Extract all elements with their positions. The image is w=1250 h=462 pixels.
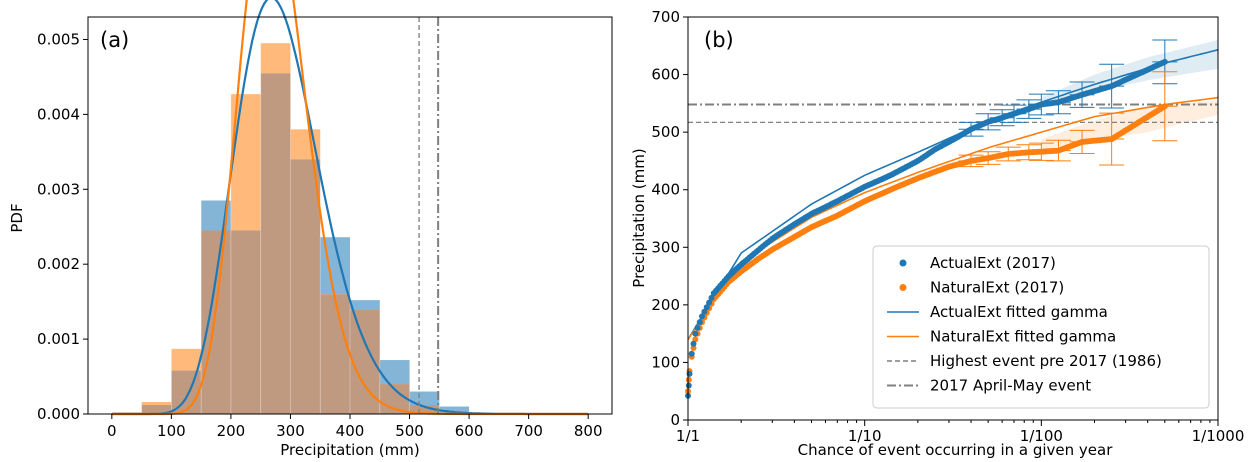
panel-a-label: (a): [100, 28, 129, 52]
x-tick-label: 800: [574, 422, 603, 440]
data-point-actual: [690, 340, 697, 347]
data-point-actual: [686, 370, 693, 377]
legend-box: [872, 245, 1210, 409]
legend-label: 2017 April-May event: [930, 377, 1091, 395]
panel-b-frame: [687, 16, 1219, 421]
x-tick-label: 1/10: [848, 427, 882, 445]
data-point-actual: [688, 350, 695, 357]
y-tick-label: 500: [651, 123, 680, 141]
y-tick-label: 0.002: [37, 255, 80, 273]
x-tick-label: 600: [455, 422, 484, 440]
panel-b: (b) Precipitation (mm) Chance of event o…: [630, 8, 1244, 459]
data-point-actual: [703, 304, 710, 311]
data-point-natural: [685, 376, 692, 383]
hist-bar-top: [171, 348, 202, 371]
legend-label: Highest event pre 2017 (1986): [930, 352, 1162, 370]
legend: ActualExt (2017) NaturalExt (2017) ActualE…: [872, 245, 1210, 409]
y-tick-label: 0.005: [37, 30, 80, 48]
data-point-actual: [701, 308, 708, 315]
legend-label: NaturalExt fitted gamma: [930, 328, 1116, 346]
hist-bar-top: [379, 360, 410, 385]
y-tick-label: 0.004: [37, 105, 80, 123]
data-point-actual: [692, 330, 699, 337]
legend-marker-actual: [899, 259, 907, 267]
x-tick-label: 500: [395, 422, 424, 440]
hist-bar-top: [439, 406, 470, 413]
hist-bar-overlap: [409, 405, 440, 414]
y-tick-label: 200: [651, 296, 680, 314]
legend-marker-natural: [899, 284, 907, 291]
panel-b-label: (b): [704, 28, 734, 52]
panel-a-y-axis-label: PDF: [8, 203, 26, 232]
y-tick-label: 0: [670, 411, 680, 429]
y-tick-label: 400: [651, 181, 680, 199]
y-tick-label: 0.000: [37, 405, 80, 423]
panel-a: (a) PDF Precipitation (mm) 0 100 200 300 400…: [8, 0, 613, 459]
hist-bar-overlap: [290, 159, 321, 414]
x-tick-label: 700: [514, 422, 543, 440]
data-point-actual: [708, 294, 715, 301]
x-tick-label: 300: [276, 422, 305, 440]
hist-bar-overlap: [201, 230, 231, 414]
legend-label: ActualExt fitted gamma: [930, 303, 1108, 321]
y-tick-label: 600: [651, 66, 680, 84]
data-point-actual: [696, 319, 703, 326]
panel-a-plot-area: 0 100 200 300 400 500 600 700 800 0.000 0.001 0.002…: [37, 0, 613, 440]
hist-bar-top: [260, 43, 291, 74]
panel-a-x-axis-label: Precipitation (mm): [280, 441, 419, 459]
hist-bar-overlap: [230, 230, 261, 414]
x-tick-label: 0: [107, 422, 117, 440]
data-point-actual: [706, 299, 713, 306]
legend-label: ActualExt (2017): [930, 254, 1056, 272]
data-point-actual: [1161, 58, 1168, 65]
hist-bar-overlap: [171, 370, 202, 414]
x-tick-label: 100: [157, 422, 186, 440]
x-tick-label: 1/1: [676, 427, 700, 445]
hist-bar-overlap: [320, 294, 350, 414]
panel-b-x-axis-label: Chance of event occurring in a given yea…: [798, 441, 1114, 459]
x-tick-label: 400: [336, 422, 365, 440]
data-point-actual: [694, 324, 701, 331]
panel-b-y-axis-label: Precipitation (mm): [630, 148, 648, 287]
legend-label: NaturalExt (2017): [930, 279, 1064, 297]
data-point-natural: [1161, 103, 1168, 110]
hist-bar-overlap: [141, 405, 172, 414]
y-tick-label: 300: [651, 238, 680, 256]
y-tick-label: 100: [651, 353, 680, 371]
x-tick-label: 1/1000: [1192, 427, 1245, 445]
hist-bar-overlap: [260, 73, 291, 414]
panel-b-plot-area: 1/1 1/10 1/100 1/1000 0 100 200 300 400 500 600 700: [651, 8, 1244, 445]
data-point-actual: [685, 382, 692, 389]
data-point-natural: [690, 345, 697, 351]
hist-bar-top: [350, 300, 380, 310]
y-tick-label: 0.001: [37, 330, 80, 348]
hist-bar-top: [409, 391, 440, 406]
y-tick-label: 700: [651, 8, 680, 26]
y-tick-label: 0.003: [37, 180, 80, 198]
data-point-actual: [699, 313, 705, 320]
hist-bar-top: [141, 402, 172, 406]
x-tick-label: 200: [217, 422, 246, 440]
x-tick-label: 1/100: [1020, 427, 1063, 445]
